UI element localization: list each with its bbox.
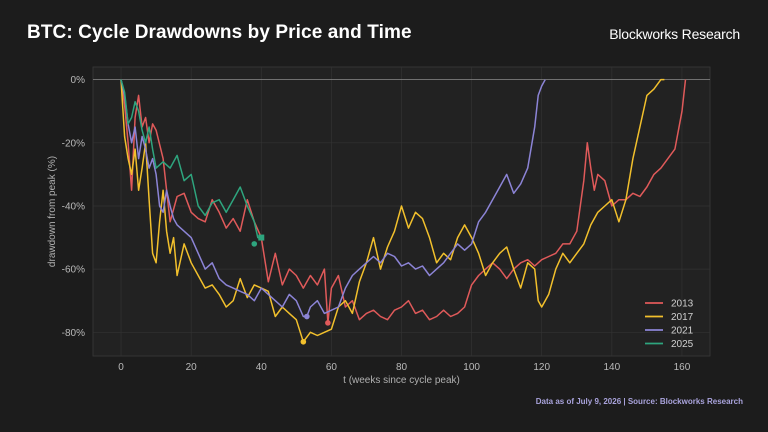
y-axis-label: drawdown from peak (%) xyxy=(47,156,58,267)
x-tick-label: 120 xyxy=(533,362,550,373)
y-tick-label: -20% xyxy=(62,138,85,149)
trough-marker-2017 xyxy=(300,338,307,345)
trough-marker-2021 xyxy=(304,313,310,320)
series-line-2017 xyxy=(120,78,665,343)
x-tick-label: 40 xyxy=(256,362,268,373)
series-lines xyxy=(120,78,687,345)
legend-label-2021: 2021 xyxy=(671,326,694,337)
y-axis-ticks: 0% -20% -40% -60% -80% xyxy=(62,75,85,339)
x-tick-label: 60 xyxy=(326,362,338,373)
legend-label-2017: 2017 xyxy=(671,312,694,323)
y-tick-label: 0% xyxy=(71,75,86,86)
series-line-2013 xyxy=(120,79,687,324)
brand-logo-text: Blockworks Research xyxy=(609,26,740,42)
chart-title: BTC: Cycle Drawdowns by Price and Time xyxy=(27,22,412,43)
y-tick-label: -40% xyxy=(62,201,85,212)
y-tick-label: -60% xyxy=(62,265,85,276)
legend: 2013 2017 2021 2025 xyxy=(645,299,694,350)
legend-label-2025: 2025 xyxy=(671,339,694,350)
x-tick-label: 20 xyxy=(186,362,198,373)
x-tick-label: 160 xyxy=(674,362,691,373)
y-tick-label: -80% xyxy=(62,328,85,339)
x-axis-ticks: 0 20 40 60 80 100 120 140 160 xyxy=(118,362,690,373)
legend-label-2013: 2013 xyxy=(671,299,694,310)
source-footnote: Data as of July 9, 2026 | Source: Blockw… xyxy=(535,397,743,406)
x-tick-label: 0 xyxy=(118,362,124,373)
trough-marker-2025 xyxy=(251,241,258,247)
trough-marker-2013 xyxy=(325,320,331,326)
x-tick-label: 140 xyxy=(603,362,620,373)
x-axis-label: t (weeks since cycle peak) xyxy=(343,375,460,386)
series-line-2021 xyxy=(120,79,546,318)
x-tick-label: 100 xyxy=(463,362,480,373)
series-line-2025 xyxy=(120,79,262,239)
current-position-marker-2025 xyxy=(258,234,265,241)
x-tick-label: 80 xyxy=(396,362,408,373)
